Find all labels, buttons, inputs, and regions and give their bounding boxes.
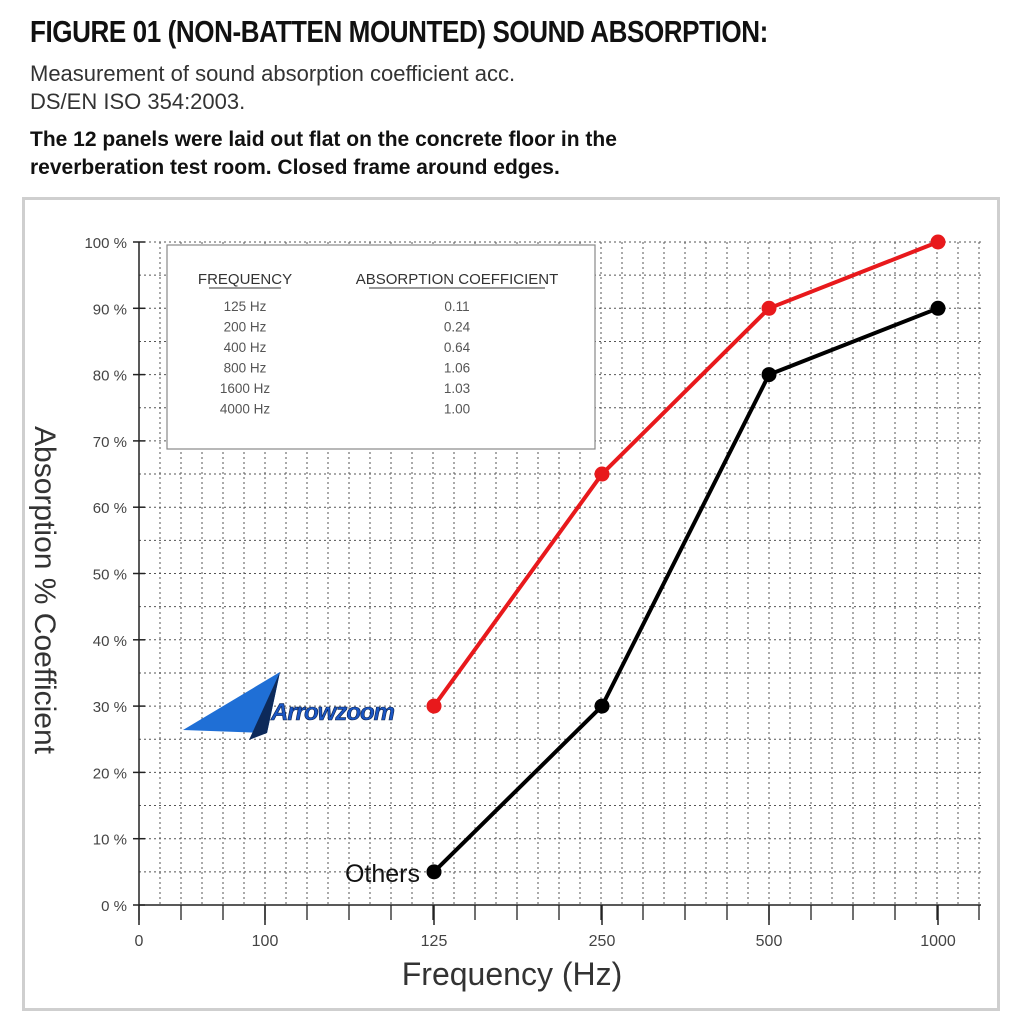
table-cell: 4000 Hz: [220, 402, 271, 417]
logo-arrow-shadow: [249, 672, 280, 740]
table-header: FREQUENCY: [198, 271, 292, 288]
series-line-1: [432, 240, 939, 708]
subtitle-line-2: DS/EN ISO 354:2003.: [30, 89, 246, 114]
series-1-point: [761, 300, 777, 316]
table-box: [166, 244, 596, 450]
table-cell: 1.03: [444, 381, 470, 396]
table-cell: 0.64: [444, 340, 471, 355]
subtitle: Measurement of sound absorption coeffici…: [30, 60, 730, 116]
series-1-point: [930, 234, 946, 250]
table-cell: 0.24: [444, 320, 471, 335]
x-tick-label: 100: [252, 933, 279, 950]
series-label: Others: [345, 860, 420, 888]
x-tick-label: 1000: [920, 933, 956, 950]
series-line-2: [432, 306, 939, 874]
absorption-chart: 0 % 10 % 20 % 30 % 40 % 50 % 60 % 70 % 80 % 90 % 1…: [28, 234, 981, 992]
table-header: ABSORPTION COEFFICIENT: [356, 271, 559, 288]
y-tick-label: 70 %: [93, 434, 127, 451]
y-tick-label: 20 %: [93, 765, 127, 782]
y-tick-label: 30 %: [93, 699, 127, 716]
y-tick-label: 10 %: [93, 832, 127, 849]
x-axis-title: Frequency (Hz): [402, 956, 623, 992]
y-tick-label: 100 %: [84, 235, 127, 252]
chart-series: [426, 234, 946, 880]
series-2-point: [930, 300, 946, 316]
page-title: FIGURE 01 (NON-BATTEN MOUNTED) SOUND ABS…: [30, 14, 768, 49]
table-cell: 1.00: [444, 402, 470, 417]
table-cell: 800 Hz: [224, 361, 267, 376]
series-2-point: [426, 864, 442, 880]
y-tick-label: 80 %: [93, 368, 127, 385]
y-tick-label: 50 %: [93, 567, 127, 584]
chart-frame: 0 % 10 % 20 % 30 % 40 % 50 % 60 % 70 % 80 % 90 % 1…: [22, 197, 1000, 1011]
logo-arrow-shape: [183, 672, 280, 733]
series-2-point: [594, 698, 610, 714]
chart-ticks: 0 % 10 % 20 % 30 % 40 % 50 % 60 % 70 % 80 % 90 % 1…: [84, 235, 980, 950]
series-1-point: [426, 698, 442, 714]
y-tick-label: 0 %: [101, 898, 127, 915]
table-cell: 0.11: [444, 299, 469, 314]
arrowzoom-logo: Arrowzoom: [183, 672, 396, 740]
table-cell: 1600 Hz: [220, 381, 271, 396]
description-line-2: reverberation test room. Closed frame ar…: [30, 156, 560, 179]
y-tick-label: 60 %: [93, 500, 127, 517]
logo-text: Arrowzoom: [270, 699, 395, 726]
x-tick-label: 125: [421, 933, 448, 950]
table-cell: 1.06: [444, 361, 470, 376]
y-tick-label: 90 %: [93, 301, 127, 318]
y-tick-label: 40 %: [93, 633, 127, 650]
description-line-1: The 12 panels were laid out flat on the …: [30, 128, 617, 151]
chart-labels: Frequency (Hz) Absorption % Coefficient Ot…: [28, 426, 622, 992]
x-tick-label: 0: [135, 933, 144, 950]
subtitle-line-1: Measurement of sound absorption coeffici…: [30, 61, 516, 86]
table-cell: 200 Hz: [224, 320, 267, 335]
series-1-point: [594, 466, 610, 482]
table-cell: 400 Hz: [224, 340, 267, 355]
y-axis-title: Absorption % Coefficient: [28, 426, 61, 755]
coefficient-table: FREQUENCY ABSORPTION COEFFICIENT 125 Hz 0.1…: [166, 244, 596, 450]
x-tick-label: 250: [589, 933, 616, 950]
description: The 12 panels were laid out flat on the …: [30, 126, 790, 182]
x-tick-label: 500: [756, 933, 783, 950]
table-cell: 125 Hz: [224, 299, 267, 314]
series-2-point: [761, 367, 777, 383]
